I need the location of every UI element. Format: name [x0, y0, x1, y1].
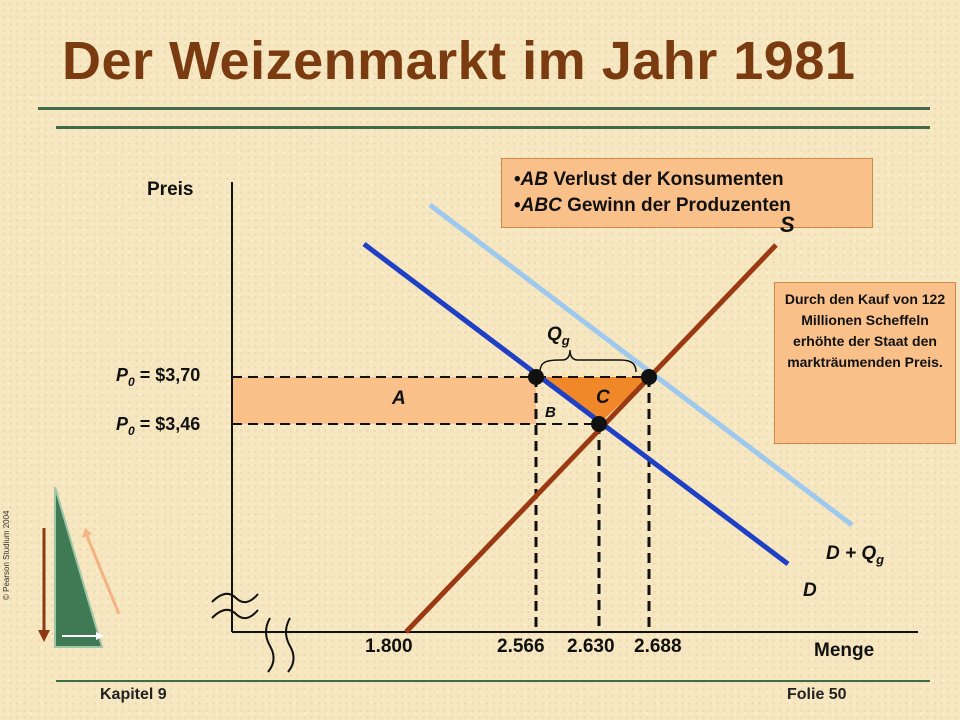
point-equilibrium-low [591, 416, 607, 432]
axis-break-x [265, 617, 295, 673]
supply-curve [404, 243, 778, 634]
axis-break-y [211, 592, 259, 620]
x-tick-2566: 2.566 [497, 636, 545, 657]
area-a [232, 377, 536, 424]
legend-box: •AB Verlust der Konsumenten •ABC Gewinn … [501, 158, 873, 228]
x-tick-2630: 2.630 [567, 636, 615, 657]
demand-curve [362, 242, 790, 566]
shifted-demand-label: D + Qg [826, 543, 884, 567]
legend-ab: AB [520, 169, 549, 190]
supply-label: S [780, 212, 795, 237]
footer-rule [56, 680, 930, 682]
note-box: Durch den Kauf von 122 Millionen Scheffe… [774, 282, 956, 444]
legend-ab-text: Verlust der Konsumenten [548, 169, 784, 190]
qg-label: Qg [547, 324, 570, 348]
legend-line-consumer-loss: •AB Verlust der Konsumenten [514, 169, 784, 190]
legend-abc: ABC [520, 195, 562, 216]
x-axis-label: Menge [814, 640, 874, 661]
title-rule-bottom [56, 126, 930, 129]
footer-slide-number: Folie 50 [787, 686, 847, 703]
demand-label: D [803, 580, 817, 601]
y-axis-label: Preis [147, 179, 193, 200]
area-label-b: B [545, 404, 556, 421]
point-a-left [528, 369, 544, 385]
price-label-high: P0 = $3,70 [116, 365, 200, 389]
point-equilibrium-high [641, 369, 657, 385]
x-tick-1800: 1.800 [365, 636, 413, 657]
area-label-c: C [596, 387, 610, 408]
price-label-low: P0 = $3,46 [116, 414, 200, 438]
shifted-demand-curve [428, 203, 854, 527]
copyright-text: © Pearson Studium 2004 [2, 510, 11, 600]
legend-line-producer-gain: •ABC Gewinn der Produzenten [514, 195, 791, 216]
slide-title: Der Weizenmarkt im Jahr 1981 [62, 31, 856, 91]
legend-abc-text: Gewinn der Produzenten [561, 195, 791, 216]
area-c [536, 377, 649, 424]
qg-bracket [539, 349, 637, 373]
area-label-a: A [391, 388, 406, 409]
footer-chapter: Kapitel 9 [100, 686, 167, 703]
decorative-triangle-icon [38, 486, 121, 648]
x-tick-2688: 2.688 [634, 636, 682, 657]
title-rule-top [38, 107, 930, 110]
